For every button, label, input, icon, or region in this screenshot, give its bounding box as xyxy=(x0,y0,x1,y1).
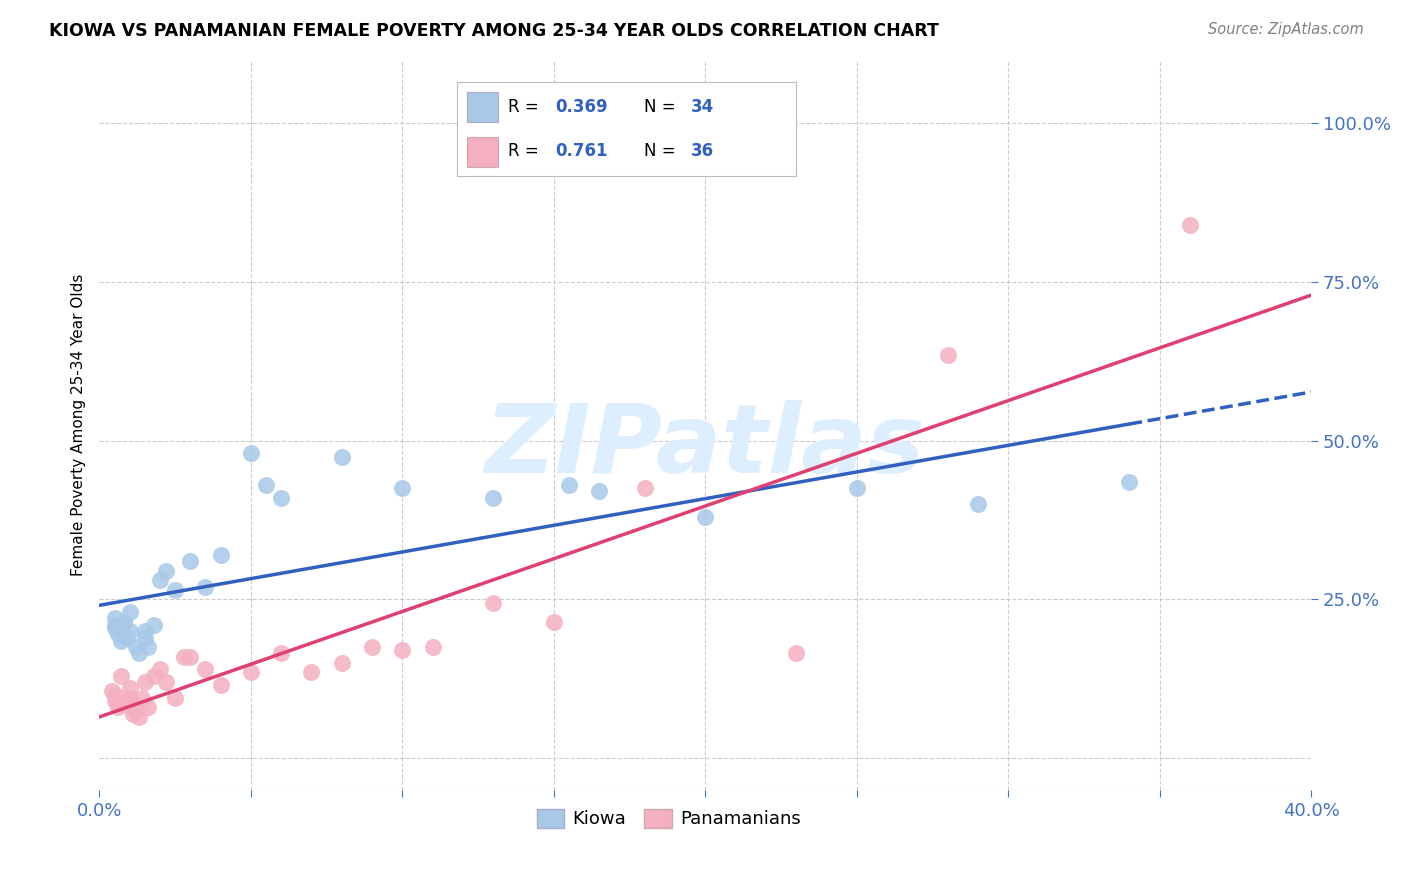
Point xyxy=(110,633,132,648)
Point xyxy=(239,446,262,460)
Point xyxy=(103,617,125,632)
Point xyxy=(136,700,159,714)
Text: Source: ZipAtlas.com: Source: ZipAtlas.com xyxy=(1208,22,1364,37)
Point xyxy=(103,611,125,625)
Point xyxy=(330,656,353,670)
Point xyxy=(149,574,172,588)
Point xyxy=(1178,218,1201,232)
Point xyxy=(209,678,232,692)
Point xyxy=(100,684,122,698)
Point xyxy=(173,649,195,664)
Point xyxy=(143,617,166,632)
Y-axis label: Female Poverty Among 25-34 Year Olds: Female Poverty Among 25-34 Year Olds xyxy=(72,274,86,576)
Point xyxy=(558,478,581,492)
Point xyxy=(179,554,201,568)
Point xyxy=(209,548,232,562)
Point xyxy=(118,624,141,639)
Point xyxy=(115,694,138,708)
Point xyxy=(165,582,187,597)
Point xyxy=(1118,475,1140,489)
Point xyxy=(131,690,153,705)
Point xyxy=(134,624,156,639)
Point xyxy=(128,710,150,724)
Point xyxy=(134,631,156,645)
Point xyxy=(301,665,323,680)
Point xyxy=(165,690,187,705)
Point xyxy=(115,631,138,645)
Point xyxy=(134,675,156,690)
Point xyxy=(194,662,217,676)
Point xyxy=(391,481,413,495)
Legend: Kiowa, Panamanians: Kiowa, Panamanians xyxy=(529,802,808,836)
Point xyxy=(936,348,959,362)
Point xyxy=(125,640,148,654)
Point xyxy=(121,706,143,721)
Point xyxy=(239,665,262,680)
Point xyxy=(143,668,166,682)
Point xyxy=(118,681,141,696)
Text: ZIPatlas: ZIPatlas xyxy=(485,401,925,493)
Point xyxy=(634,481,657,495)
Point xyxy=(967,497,990,511)
Point xyxy=(112,615,135,629)
Point xyxy=(149,662,172,676)
Text: KIOWA VS PANAMANIAN FEMALE POVERTY AMONG 25-34 YEAR OLDS CORRELATION CHART: KIOWA VS PANAMANIAN FEMALE POVERTY AMONG… xyxy=(49,22,939,40)
Point xyxy=(128,646,150,660)
Point xyxy=(391,643,413,657)
Point xyxy=(125,704,148,718)
Point xyxy=(107,627,129,641)
Point xyxy=(179,649,201,664)
Point xyxy=(107,700,129,714)
Point xyxy=(110,668,132,682)
Point xyxy=(112,697,135,711)
Point xyxy=(103,621,125,635)
Point xyxy=(103,694,125,708)
Point xyxy=(270,491,292,505)
Point xyxy=(785,646,807,660)
Point xyxy=(330,450,353,464)
Point xyxy=(588,484,610,499)
Point xyxy=(254,478,277,492)
Point xyxy=(270,646,292,660)
Point xyxy=(118,605,141,619)
Point xyxy=(482,596,505,610)
Point xyxy=(695,509,717,524)
Point xyxy=(112,615,135,629)
Point xyxy=(118,690,141,705)
Point xyxy=(482,491,505,505)
Point xyxy=(845,481,868,495)
Point xyxy=(361,640,384,654)
Point xyxy=(194,580,217,594)
Point xyxy=(543,615,565,629)
Point xyxy=(155,675,177,690)
Point xyxy=(103,688,125,702)
Point xyxy=(155,564,177,578)
Point xyxy=(422,640,444,654)
Point xyxy=(136,640,159,654)
